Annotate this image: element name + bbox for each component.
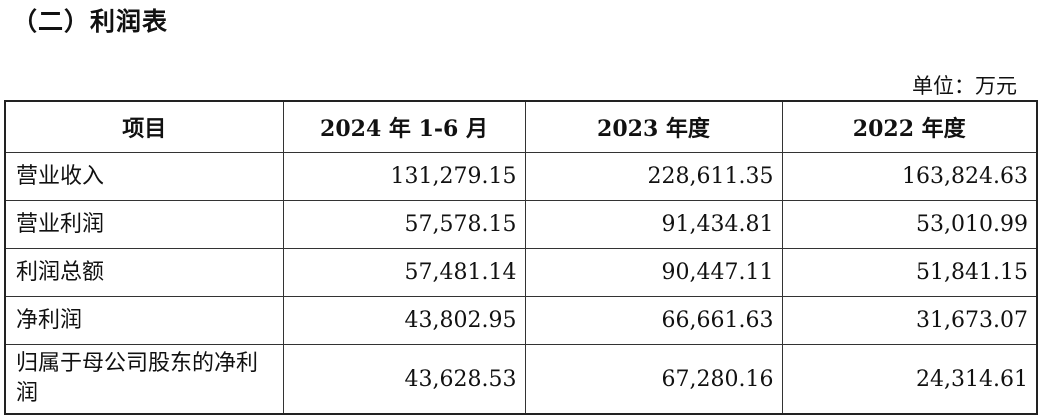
value-cell: 31,673.07 xyxy=(781,296,1038,345)
row-label: 利润总额 xyxy=(4,248,284,297)
value-cell: 24,314.61 xyxy=(781,344,1038,415)
table-row: 净利润 43,802.95 66,661.63 31,673.07 xyxy=(4,296,1038,345)
value-cell: 43,628.53 xyxy=(282,344,526,415)
table-row: 利润总额 57,481.14 90,447.11 51,841.15 xyxy=(4,248,1038,297)
value-cell: 43,802.95 xyxy=(282,296,526,345)
column-header: 2024 年 1-6 月 xyxy=(282,100,526,153)
value-cell: 91,434.81 xyxy=(524,200,783,249)
row-label: 归属于母公司股东的净利润 xyxy=(4,344,284,415)
value-cell: 53,010.99 xyxy=(781,200,1038,249)
value-cell: 57,578.15 xyxy=(282,200,526,249)
value-cell: 131,279.15 xyxy=(282,152,526,201)
row-label: 营业收入 xyxy=(4,152,284,201)
value-cell: 90,447.11 xyxy=(524,248,783,297)
value-cell: 57,481.14 xyxy=(282,248,526,297)
row-label: 营业利润 xyxy=(4,200,284,249)
table-row: 归属于母公司股东的净利润 43,628.53 67,280.16 24,314.61 xyxy=(4,344,1038,415)
value-cell: 163,824.63 xyxy=(781,152,1038,201)
column-header: 2022 年度 xyxy=(781,100,1038,153)
income-table: 项目 2024 年 1-6 月 2023 年度 2022 年度 营业收入 131,279… xyxy=(4,100,1038,415)
unit-note: 单位：万元 xyxy=(912,74,1017,98)
row-label: 净利润 xyxy=(4,296,284,345)
title: （二）利润表 xyxy=(12,7,169,36)
column-header: 2023 年度 xyxy=(524,100,783,153)
value-cell: 67,280.16 xyxy=(524,344,783,415)
value-cell: 66,661.63 xyxy=(524,296,783,345)
table-row: 营业收入 131,279.15 228,611.35 163,824.63 xyxy=(4,152,1038,201)
table-row: 营业利润 57,578.15 91,434.81 53,010.99 xyxy=(4,200,1038,249)
column-header: 项目 xyxy=(4,100,284,153)
value-cell: 228,611.35 xyxy=(524,152,783,201)
value-cell: 51,841.15 xyxy=(781,248,1038,297)
header-row: 项目 2024 年 1-6 月 2023 年度 2022 年度 xyxy=(4,100,1038,153)
